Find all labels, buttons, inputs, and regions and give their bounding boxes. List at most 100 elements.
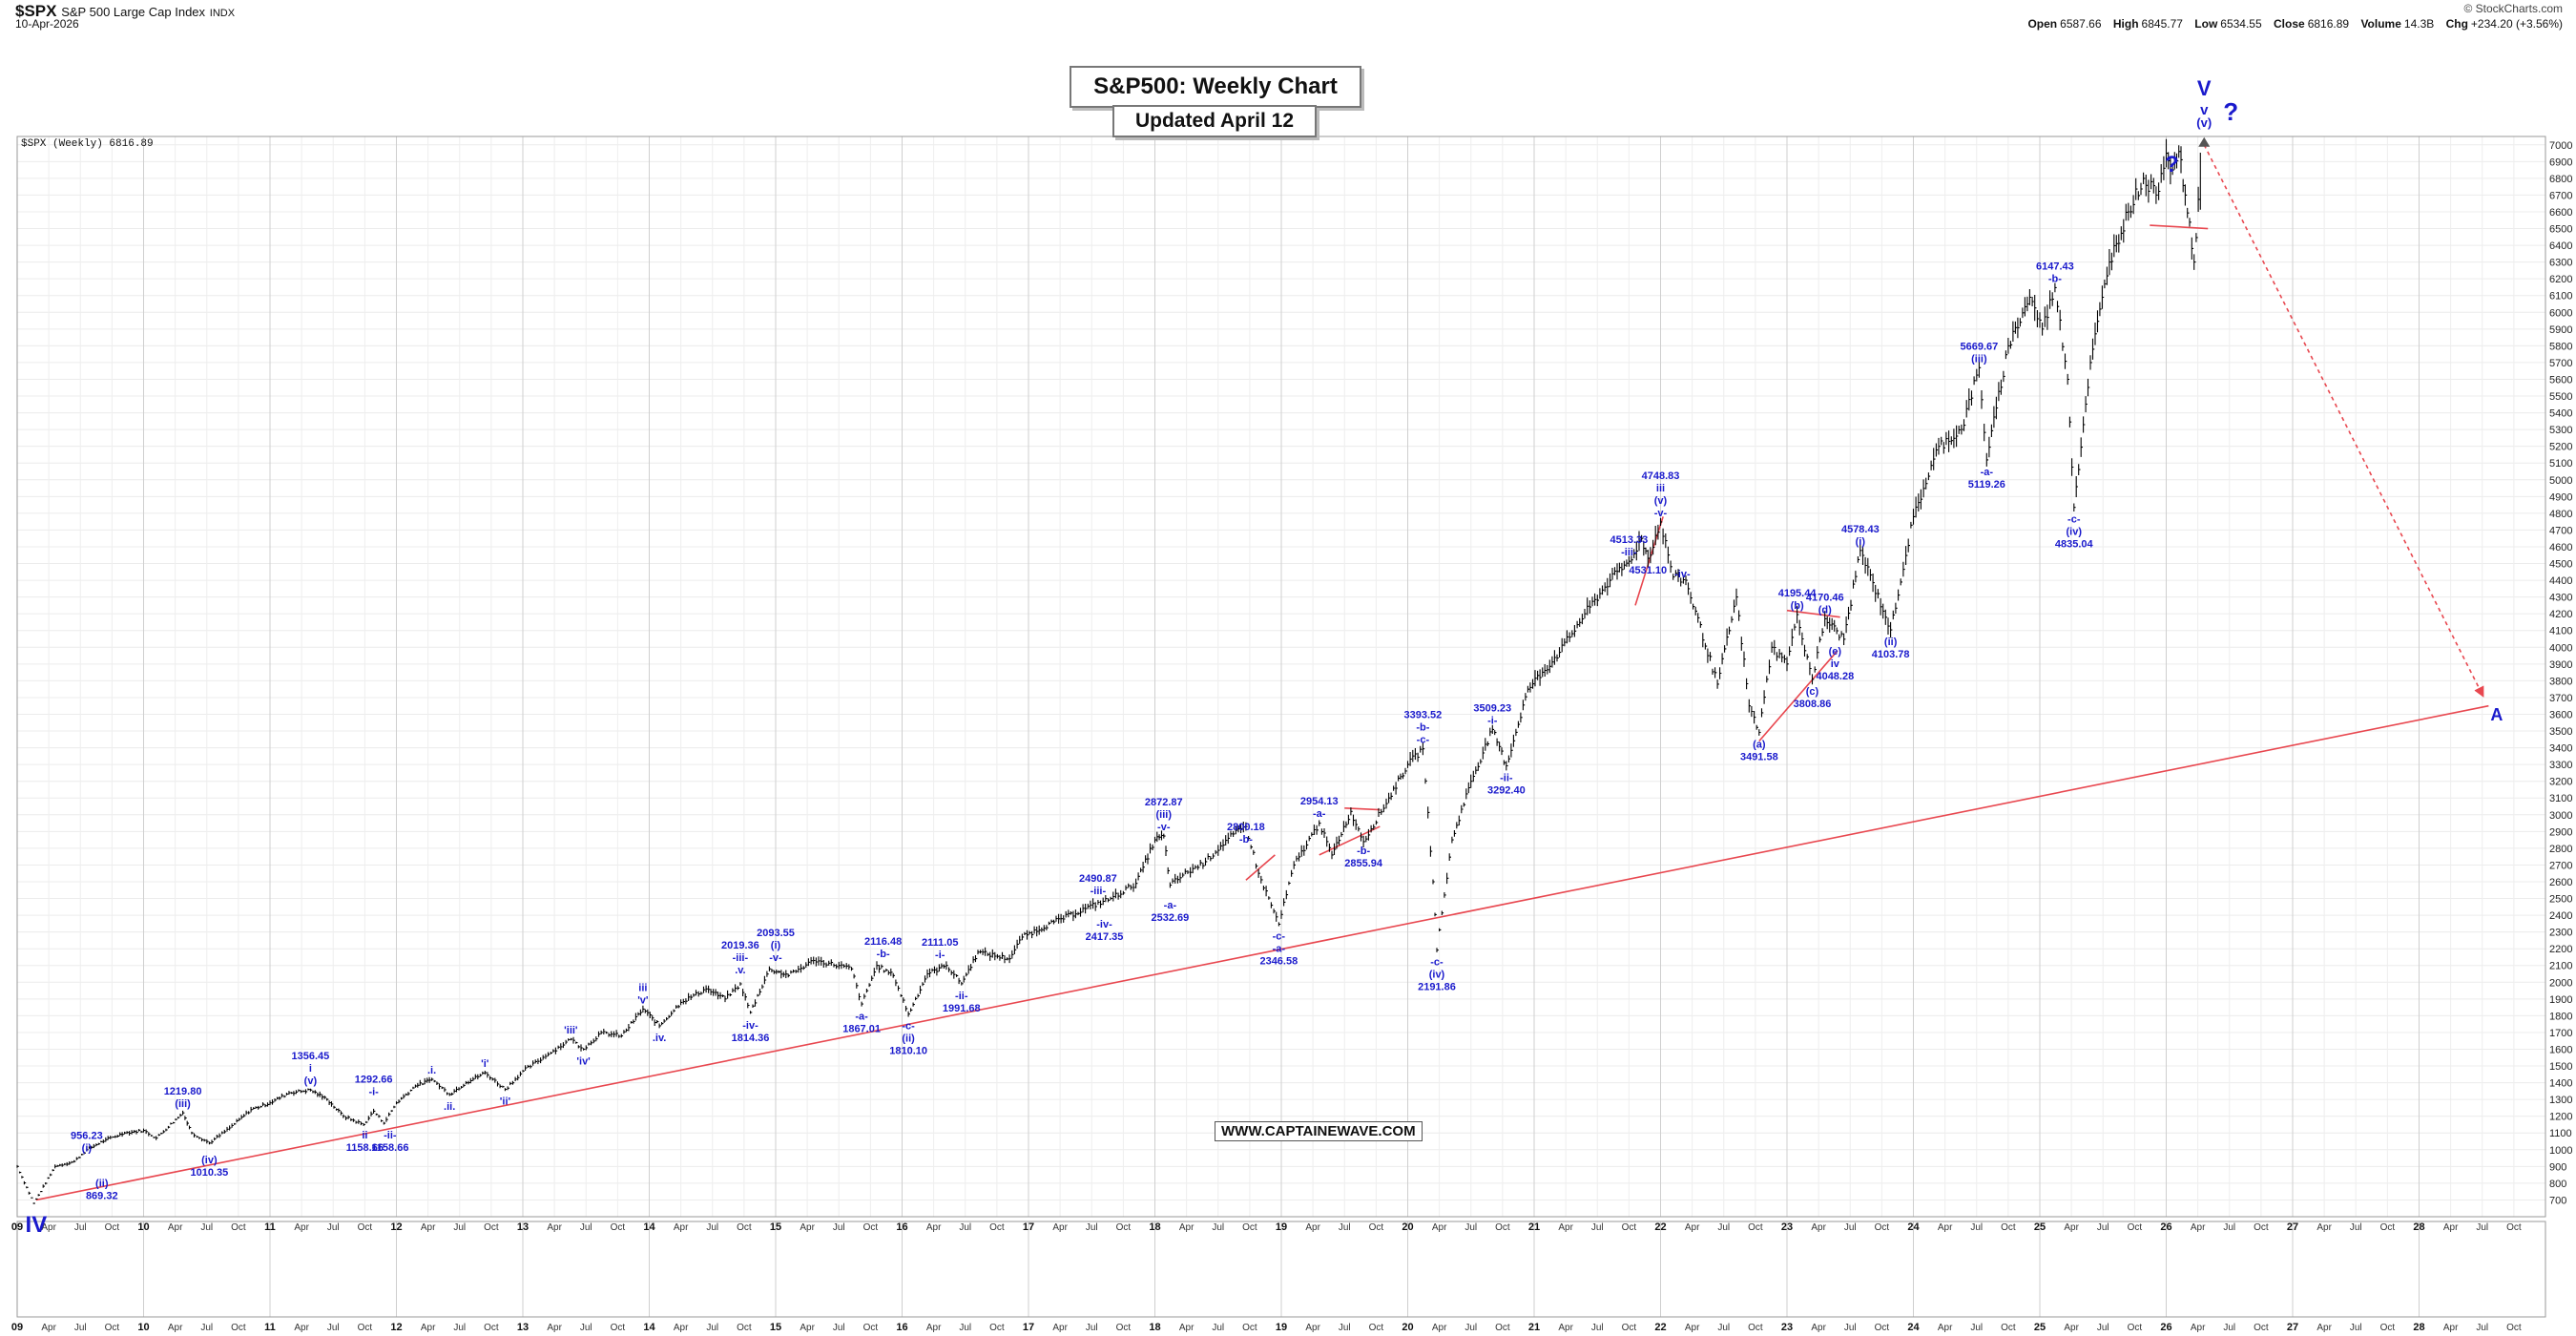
y-tick-label: 4700 [2549, 525, 2572, 536]
x-month-label: Apr [674, 1222, 689, 1233]
wave-label-line: 1356.45 [292, 1051, 330, 1062]
chart-date: 10-Apr-2026 [15, 17, 79, 31]
x-year-label: 21 [1528, 1221, 1540, 1233]
wave-label-line: -a- [855, 1012, 868, 1023]
y-tick-label: 6600 [2549, 207, 2572, 219]
x-month-label-lower: Apr [2191, 1323, 2206, 1333]
x-month-label-lower: Jul [1465, 1323, 1477, 1333]
wave-label-line: 'iii' [564, 1025, 578, 1036]
wave-label-line: 5119.26 [1968, 479, 2005, 491]
x-month-label-lower: Jul [1970, 1323, 1983, 1333]
projection-arrow [2203, 144, 2484, 698]
wave-label-line: -iii- [1621, 547, 1637, 558]
x-month-label: Jul [2476, 1222, 2488, 1233]
x-month-label: Apr [2191, 1222, 2206, 1233]
x-year-label-lower: 16 [896, 1322, 907, 1333]
trendline-2018 [1245, 854, 1276, 881]
y-tick-label: 2300 [2549, 928, 2572, 939]
x-year-label-lower: 13 [517, 1322, 529, 1333]
wave-label-line: (iii) [1156, 809, 1173, 821]
wave-label-line: iii [1656, 483, 1665, 494]
x-year-label-lower: 17 [1023, 1322, 1034, 1333]
wave-label: 1292.66 -i- [355, 1074, 393, 1097]
y-tick-label: 700 [2549, 1195, 2566, 1206]
wave-label-line: 2116.48 [864, 936, 902, 948]
x-year-label: 20 [1402, 1221, 1413, 1233]
y-tick-label: 1300 [2549, 1095, 2572, 1106]
x-month-label: Apr [2443, 1222, 2459, 1233]
x-month-label-lower: Oct [2128, 1323, 2143, 1333]
y-tick-label: 5600 [2549, 374, 2572, 386]
wave-label: 6147.43 -b- [2036, 261, 2074, 284]
x-month-label: Jul [1212, 1222, 1224, 1233]
wave-label: -a-1867.01 [842, 1012, 881, 1035]
wave-label-line: 4835.04 [2055, 539, 2094, 551]
x-year-label: 24 [1907, 1221, 1920, 1233]
x-year-label-lower: 21 [1528, 1322, 1540, 1333]
x-month-label-lower: Oct [1875, 1323, 1890, 1333]
x-month-label: Oct [105, 1222, 120, 1233]
wave-label-line: -c- [1417, 735, 1430, 746]
wave-label: 4170.46 (d) [1806, 592, 1844, 616]
wave-label-line: (d) [1818, 604, 1832, 616]
y-tick-label: 5000 [2549, 475, 2572, 487]
change-value: +234.20 (+3.56%) [2470, 17, 2563, 31]
wave-label: 1356.45 i (v) [292, 1051, 330, 1087]
y-tick-label: 2500 [2549, 894, 2572, 906]
wave-label: 2872.87 (iii) -v- [1145, 797, 1183, 833]
x-month-label-lower: Oct [1622, 1323, 1637, 1333]
wave-label: ii 1158.66 [346, 1130, 384, 1154]
x-month-label: Jul [2223, 1222, 2235, 1233]
y-tick-label: 3500 [2549, 726, 2572, 738]
wave-label-line: 3292.40 [1487, 784, 1526, 796]
x-year-label-lower: 20 [1402, 1322, 1413, 1333]
y-tick-label: 4900 [2549, 491, 2572, 503]
wave-label-line: -iv- [1096, 919, 1112, 930]
wave-label: 3393.52 -b--c- [1404, 710, 1443, 746]
x-month-label: Oct [231, 1222, 246, 1233]
wave-label: (iv) 1010.35 [191, 1155, 229, 1179]
y-tick-label: 2600 [2549, 877, 2572, 888]
trendline-triangle-high [1786, 609, 1840, 618]
website-label: WWW.CAPTAINEWAVE.COM [1215, 1121, 1423, 1141]
x-year-label-lower: 27 [2287, 1322, 2298, 1333]
wave-label-line: 3808.86 [1794, 699, 1832, 710]
wave-label: .ii. [444, 1101, 455, 1113]
x-month-label-lower: Jul [1086, 1323, 1098, 1333]
wave-label-line: 'iv' [576, 1055, 591, 1067]
x-month-label: Jul [1970, 1222, 1983, 1233]
close-label: Close [2274, 17, 2305, 31]
wave-label-line: 4531.10 [1629, 565, 1667, 576]
close-value: 6816.89 [2307, 17, 2350, 31]
y-tick-label: 1700 [2549, 1028, 2572, 1039]
x-year-label: 15 [770, 1221, 781, 1233]
x-year-label-lower: 19 [1276, 1322, 1287, 1333]
wave-label: -c-(iv) 2191.86 [1418, 957, 1456, 993]
x-year-label-lower: 14 [643, 1322, 655, 1333]
x-month-label: Oct [989, 1222, 1005, 1233]
x-month-label-lower: Oct [231, 1323, 246, 1333]
x-month-label: Apr [421, 1222, 436, 1233]
x-month-label-lower: Jul [2097, 1323, 2109, 1333]
y-tick-label: 3000 [2549, 810, 2572, 822]
y-tick-label: 6100 [2549, 291, 2572, 303]
x-month-label-lower: Apr [800, 1323, 815, 1333]
wave-label-line: 5669.67 [1961, 341, 1999, 352]
wave-label-line: (iv) [1429, 970, 1445, 981]
x-month-label: Oct [2506, 1222, 2522, 1233]
wave-label-line: 'ii' [500, 1096, 511, 1108]
y-tick-label: 5900 [2549, 324, 2572, 336]
y-tick-label: 3300 [2549, 760, 2572, 771]
wave-label-line: ? [2165, 152, 2179, 177]
x-month-label-lower: Jul [74, 1323, 87, 1333]
wave-label-line: -ii- [384, 1130, 397, 1141]
x-month-label: Jul [1086, 1222, 1098, 1233]
x-month-label-lower: Apr [2064, 1323, 2079, 1333]
wave-label-line: -b- [1416, 722, 1429, 734]
x-month-label: Jul [2350, 1222, 2362, 1233]
wave-label: 4748.83 iii (v) -v- [1642, 470, 1680, 519]
x-month-label-lower: Apr [1685, 1323, 1700, 1333]
x-month-label: Oct [2380, 1222, 2396, 1233]
x-month-label: Apr [294, 1222, 309, 1233]
x-month-label-lower: Apr [421, 1323, 436, 1333]
